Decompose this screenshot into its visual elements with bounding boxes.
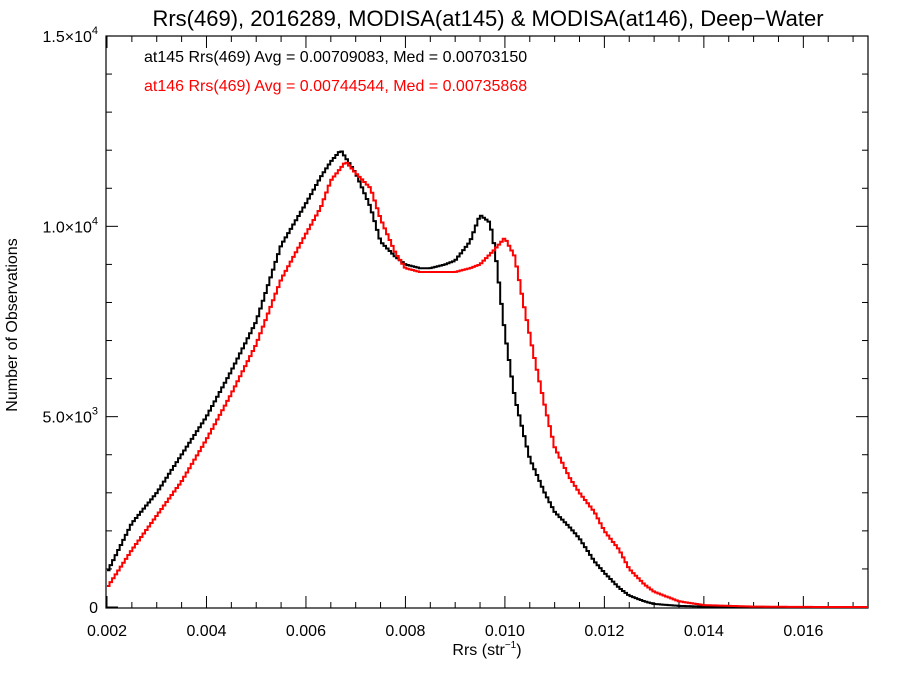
x-axis-label: Rrs (str−1): [452, 640, 521, 659]
plot-frame: [105, 35, 869, 609]
x-axis-label-close: ): [516, 642, 521, 659]
y-tick-mantissa: 0: [89, 600, 98, 617]
x-axis-label-superscript: −1: [505, 640, 517, 651]
x-tick-label: 0.010: [485, 623, 525, 640]
series-layer: [107, 150, 868, 608]
y-tick-exponent: 4: [92, 215, 98, 227]
y-tick-exponent: 4: [92, 25, 98, 37]
x-tick-label: 0.016: [783, 623, 823, 640]
x-tick-label: 0.008: [385, 623, 425, 640]
y-tick-label: 1.0×104: [42, 215, 98, 236]
chart-title: Rrs(469), 2016289, MODISA(at145) & MODIS…: [152, 6, 823, 31]
x-tick-label: 0.006: [286, 623, 326, 640]
y-tick-label: 5.0×103: [42, 406, 98, 427]
x-axis-label-text: Rrs (str: [452, 642, 505, 659]
series-at145-histogram: [107, 150, 868, 608]
series-at146-histogram: [107, 161, 868, 608]
y-tick-mantissa: 1.5×10: [42, 29, 91, 46]
y-tick-exponent: 3: [92, 406, 98, 418]
tick-labels: 0.002 0.004 0.006 0.008 0.010 0.012 0.014 0.016…: [42, 25, 823, 640]
y-tick-label: 1.5×104: [42, 25, 98, 46]
axis-ticks: [106, 35, 868, 608]
stats-annotation-at146: at146 Rrs(469) Avg = 0.00744544, Med = 0…: [144, 78, 527, 95]
y-tick-mantissa: 5.0×10: [42, 410, 91, 427]
stats-annotation-at145: at145 Rrs(469) Avg = 0.00709083, Med = 0…: [144, 49, 527, 66]
y-tick-label: 0: [89, 600, 98, 617]
y-axis-label: Number of Observations: [4, 238, 21, 411]
x-tick-label: 0.014: [684, 623, 724, 640]
x-tick-label: 0.002: [87, 623, 127, 640]
x-tick-label: 0.004: [186, 623, 226, 640]
x-tick-label: 0.012: [584, 623, 624, 640]
y-tick-mantissa: 1.0×10: [42, 219, 91, 236]
